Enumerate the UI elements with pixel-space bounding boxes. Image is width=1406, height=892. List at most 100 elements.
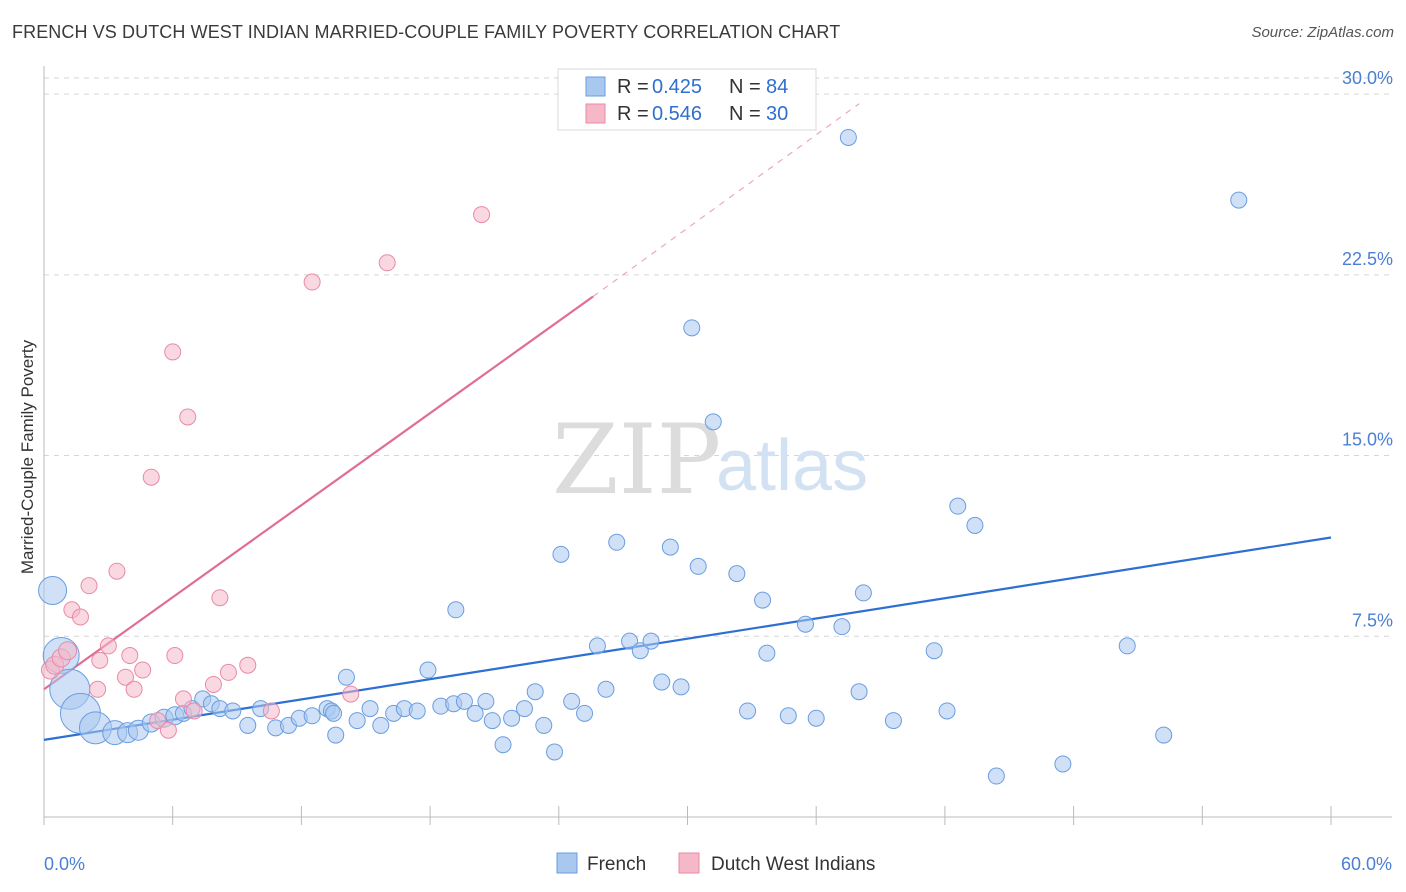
- french-point: [477, 692, 495, 710]
- legend-r-label: R =: [617, 103, 649, 125]
- french-point: [683, 319, 701, 337]
- french-point: [239, 716, 257, 734]
- dutch-west-indian-point: [134, 661, 152, 679]
- french-point: [455, 692, 473, 710]
- dutch-trend-extension: [592, 103, 860, 297]
- watermark-atlas: atlas: [716, 426, 868, 506]
- french-point: [348, 712, 366, 730]
- chart-title: FRENCH VS DUTCH WEST INDIAN MARRIED-COUP…: [12, 22, 841, 42]
- french-point: [850, 683, 868, 701]
- french-point: [739, 702, 757, 720]
- french-point: [704, 413, 722, 431]
- dutch-west-indian-point: [58, 641, 78, 661]
- dutch-trend-line: [43, 295, 594, 691]
- tick-labels: 7.5% 15.0% 22.5% 30.0% 0.0% 60.0%: [44, 68, 1393, 874]
- french-point: [966, 516, 984, 534]
- french-point: [552, 545, 570, 563]
- y-tick-label: 22.5%: [1342, 249, 1393, 269]
- french-point: [758, 644, 776, 662]
- dutch-west-indian-point: [108, 562, 126, 580]
- french-point: [303, 707, 321, 725]
- axis-layer: [43, 66, 1392, 825]
- dutch-west-indian-point: [378, 254, 396, 272]
- dutch-west-indian-point: [473, 206, 491, 224]
- bottom-legend-french: French: [587, 854, 646, 875]
- dutch-west-indian-point: [219, 663, 237, 681]
- french-point: [1155, 726, 1173, 744]
- french-point: [563, 692, 581, 710]
- legend-r-label: R =: [617, 76, 649, 98]
- french-point: [447, 601, 465, 619]
- dutch-west-indian-point: [342, 685, 360, 703]
- dutch-west-indian-point: [262, 702, 280, 720]
- french-point: [987, 767, 1005, 785]
- french-point: [224, 702, 242, 720]
- dutch-west-indian-point: [89, 680, 107, 698]
- french-point: [576, 704, 594, 722]
- french-point: [642, 632, 660, 650]
- french-point: [689, 557, 707, 575]
- french-point: [1118, 637, 1136, 655]
- french-point: [466, 704, 484, 722]
- french-point: [337, 668, 355, 686]
- dutch-west-indian-point: [166, 647, 184, 665]
- legend-n-label: N =: [729, 76, 761, 98]
- dutch-west-indian-point: [174, 690, 192, 708]
- dutch-west-indian-point: [142, 468, 160, 486]
- french-point: [408, 702, 426, 720]
- legend-r-value: 0.546: [652, 103, 702, 125]
- data-points: [38, 128, 1248, 785]
- french-point: [672, 678, 690, 696]
- watermark: ZIP atlas: [552, 404, 868, 516]
- french-point: [949, 497, 967, 515]
- y-tick-label: 15.0%: [1342, 430, 1393, 450]
- french-point: [494, 736, 512, 754]
- french-point: [833, 618, 851, 636]
- french-point: [839, 128, 857, 146]
- y-tick-label: 7.5%: [1352, 610, 1393, 630]
- french-point: [327, 726, 345, 744]
- grid-layer: [44, 77, 1392, 637]
- dutch-west-indian-point: [211, 589, 229, 607]
- french-point: [515, 700, 533, 718]
- french-point: [526, 683, 544, 701]
- source-label: Source: ZipAtlas.com: [1251, 24, 1394, 41]
- french-point: [535, 716, 553, 734]
- dutch-west-indian-point: [303, 273, 321, 291]
- french-point: [361, 700, 379, 718]
- bottom-legend: French Dutch West Indians: [556, 852, 875, 875]
- bottom-legend-swatch-dutch: [678, 852, 700, 874]
- x-tick-label-left: 0.0%: [44, 854, 85, 874]
- french-point: [325, 704, 343, 722]
- dutch-west-indian-point: [117, 668, 135, 686]
- french-point: [754, 591, 772, 609]
- dutch-west-indian-point: [121, 647, 139, 665]
- french-point: [419, 661, 437, 679]
- dutch-west-indian-point: [179, 408, 197, 426]
- dutch-west-indian-point: [71, 608, 89, 626]
- bottom-legend-swatch-french: [556, 852, 578, 874]
- french-point: [653, 673, 671, 691]
- y-tick-label: 30.0%: [1342, 68, 1393, 88]
- legend-swatch-french: [585, 76, 606, 97]
- french-point: [728, 565, 746, 583]
- french-point: [372, 716, 390, 734]
- french-point: [796, 615, 814, 633]
- french-point: [854, 584, 872, 602]
- x-tick-label-right: 60.0%: [1341, 854, 1392, 874]
- dutch-west-indian-point: [204, 675, 222, 693]
- french-point: [661, 538, 679, 556]
- french-point: [779, 707, 797, 725]
- french-point: [925, 642, 943, 660]
- legend-r-value: 0.425: [652, 76, 702, 98]
- french-point: [588, 637, 606, 655]
- french-point: [631, 642, 649, 660]
- dutch-west-indian-point: [80, 577, 98, 595]
- legend-n-value: 84: [766, 76, 788, 98]
- dutch-west-indian-point: [185, 702, 203, 720]
- dutch-west-indian-point: [149, 712, 167, 730]
- french-point: [884, 712, 902, 730]
- watermark-zip: ZIP: [552, 404, 721, 516]
- french-point: [938, 702, 956, 720]
